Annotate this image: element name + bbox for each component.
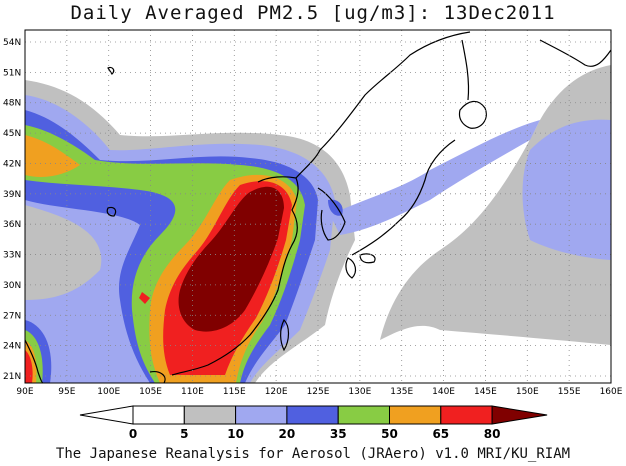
lon-label: 145E (474, 387, 497, 397)
field-lightblue-east (522, 119, 611, 260)
lon-label: 95E (58, 387, 75, 397)
lon-label: 90E (16, 387, 33, 397)
coastlines (24, 31, 612, 384)
lon-label: 155E (558, 387, 581, 397)
colorbar-label: 0 (129, 427, 137, 441)
coast-bohai (257, 176, 297, 183)
lon-label: 135E (390, 387, 413, 397)
pm25-field (25, 65, 611, 383)
lat-label: 54N (3, 38, 21, 48)
coast-russia-east (295, 31, 471, 179)
colorbar-label: 50 (381, 427, 398, 441)
field-lightblue-mid (330, 120, 540, 235)
colorbar-segment (132, 405, 185, 425)
coast-lake-2 (107, 66, 115, 75)
coast-kamchatka (539, 39, 612, 67)
coast-lake-1 (106, 206, 117, 217)
coast-japan-honshu (351, 139, 456, 256)
lat-label: 42N (3, 159, 21, 169)
colorbar-label: 35 (330, 427, 347, 441)
colorbar-segment (440, 405, 493, 425)
colorbar-arrow-right (491, 405, 548, 425)
coast-japan-hokkaido (458, 100, 487, 129)
coast-kyushu (345, 257, 357, 279)
colorbar-label: 65 (432, 427, 449, 441)
map-frame (24, 29, 612, 384)
lon-label: 140E (432, 387, 455, 397)
lon-label: 160E (600, 387, 623, 397)
colorbar-label: 20 (279, 427, 296, 441)
colorbar-segment (337, 405, 391, 425)
coast-korea (317, 187, 346, 241)
colorbar-label: 80 (484, 427, 501, 441)
lat-label: 33N (3, 251, 21, 261)
longitude-labels: 90E 95E 100E 105E 110E 115E 120E 125E 130E 135E 14… (16, 387, 622, 397)
coast-taiwan (280, 318, 290, 352)
lat-label: 39N (3, 190, 21, 200)
credit-text: The Japanese Reanalysis for Aerosol (JRA… (55, 446, 571, 462)
colorbar-arrow-left (79, 405, 134, 425)
lat-label: 21N (3, 372, 21, 382)
lon-label: 125E (307, 387, 330, 397)
lon-label: 150E (516, 387, 539, 397)
latitude-labels: 54N 51N 48N 45N 42N 39N 36N 33N 30N 27N 24N 21N (3, 38, 21, 382)
coast-shikoku (359, 253, 376, 264)
page-title: Daily Averaged PM2.5 [ug/m3]: 13Dec2011 (70, 2, 556, 24)
coast-vietnam (24, 339, 44, 384)
colorbar-label: 10 (227, 427, 244, 441)
coast-hainan (149, 371, 166, 384)
field-red-south (25, 350, 33, 383)
lon-label: 105E (139, 387, 162, 397)
lat-label: 36N (3, 220, 21, 230)
lat-label: 24N (3, 342, 21, 352)
lon-label: 130E (348, 387, 371, 397)
lat-label: 30N (3, 281, 21, 291)
colorbar-segment (389, 405, 442, 425)
lat-label: 48N (3, 99, 21, 109)
lat-label: 27N (3, 311, 21, 321)
coast-sakhalin (461, 39, 470, 101)
field-darkred (178, 186, 284, 332)
lat-label: 51N (3, 68, 21, 78)
lon-label: 100E (97, 387, 120, 397)
colorbar: 0 5 10 20 35 50 65 80 (79, 405, 548, 441)
colorbar-segment (235, 405, 288, 425)
colorbar-segment (183, 405, 237, 425)
lon-label: 120E (265, 387, 288, 397)
field-blue-korea (328, 199, 343, 216)
colorbar-label: 5 (180, 427, 188, 441)
colorbar-segment (286, 405, 339, 425)
lon-label: 110E (181, 387, 204, 397)
field-red-spot (139, 292, 150, 304)
lon-label: 115E (223, 387, 246, 397)
lat-label: 45N (3, 129, 21, 139)
field-orange (25, 135, 80, 177)
coast-china (171, 177, 299, 376)
